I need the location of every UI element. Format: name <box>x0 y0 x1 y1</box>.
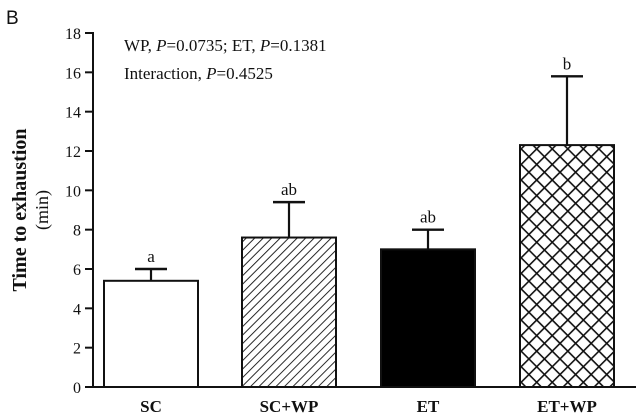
x-tick-label-sc-wp: SC+WP <box>260 397 319 416</box>
y-tick-label-16: 16 <box>65 65 81 82</box>
significance-letter-et-wp: b <box>563 54 572 73</box>
y-tick-label-2: 2 <box>73 341 81 358</box>
wp-p-value: =0.0735; ET, <box>167 36 260 55</box>
y-axis-title: Time to exhaustion (min) <box>9 129 53 292</box>
y-tick-label-0: 0 <box>73 380 81 397</box>
y-tick-label-4: 4 <box>73 301 81 318</box>
x-tick-label-sc: SC <box>140 397 162 416</box>
interaction-prefix: Interaction, <box>124 64 206 83</box>
y-tick-label-10: 10 <box>65 183 81 200</box>
x-tick-label-et-wp: ET+WP <box>537 397 597 416</box>
bar-et <box>380 248 476 388</box>
significance-letters-group: a ab ab b <box>147 54 571 266</box>
y-tick-label-18: 18 <box>65 26 81 43</box>
interaction-p-value: =0.4525 <box>217 64 273 83</box>
stats-annotation-line-1: WP, P=0.0735; ET, P=0.1381 <box>124 36 327 55</box>
significance-letter-sc: a <box>147 247 155 266</box>
y-axis-unit: (min) <box>32 190 53 230</box>
error-bars-group <box>135 75 583 281</box>
bars-group <box>103 144 615 388</box>
bar-sc <box>103 279 199 388</box>
x-tick-label-et: ET <box>417 397 440 416</box>
y-tick-label-12: 12 <box>65 144 81 161</box>
panel-label: B <box>6 8 19 29</box>
p-symbol: P <box>259 36 270 55</box>
p-symbol: P <box>155 36 166 55</box>
y-tick-label-14: 14 <box>65 105 81 122</box>
bar-et-wp <box>519 144 615 388</box>
significance-letter-et: ab <box>420 208 436 227</box>
wp-prefix: WP, <box>124 36 156 55</box>
significance-letter-sc-wp: ab <box>281 180 297 199</box>
x-tick-labels-group: SC SC+WP ET ET+WP <box>140 397 597 416</box>
y-axis-label: Time to exhaustion <box>9 129 31 292</box>
et-p-value: =0.1381 <box>270 36 326 55</box>
bar-sc-wp <box>241 236 337 388</box>
y-tick-label-6: 6 <box>73 262 81 279</box>
y-tick-label-8: 8 <box>73 223 81 240</box>
p-symbol: P <box>205 64 216 83</box>
stats-annotation-line-2: Interaction, P=0.4525 <box>124 64 273 83</box>
